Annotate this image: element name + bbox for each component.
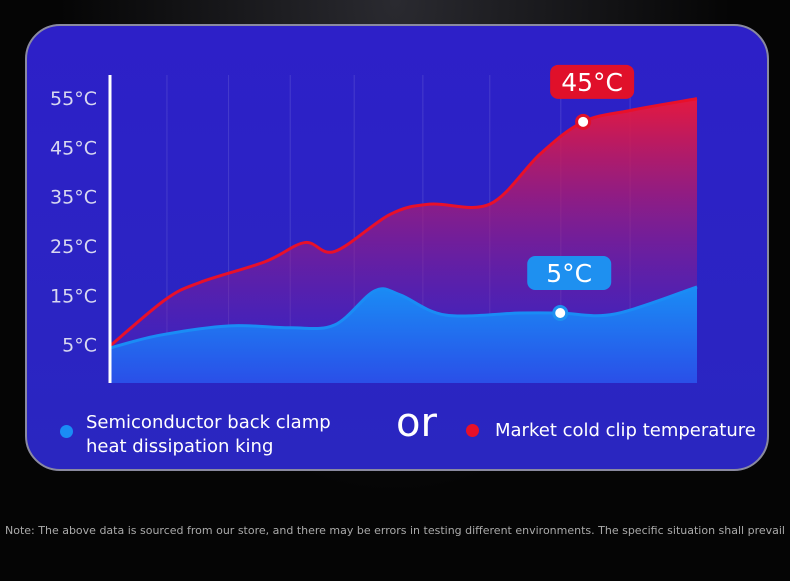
- y-tick-label: 35°C: [50, 187, 97, 209]
- annotation-label: 5°C: [546, 259, 592, 288]
- plot-area: 5°C 15°C 25°C 35°C 45°C 55°C 45°C 5°C: [50, 64, 745, 385]
- y-tick-label: 25°C: [50, 236, 97, 258]
- legend-label: Market cold clip temperature: [495, 420, 756, 441]
- annotation-point: [552, 305, 569, 322]
- line: [109, 285, 698, 350]
- separator: or: [396, 400, 437, 446]
- y-tick-label: 55°C: [50, 88, 97, 110]
- annotation-box: [527, 256, 612, 291]
- annotation-box: [550, 64, 635, 99]
- annotation-point: [575, 113, 592, 130]
- y-tick-label: 15°C: [50, 285, 97, 307]
- annotation-label: 45°C: [561, 68, 623, 97]
- y-tick-label: 45°C: [50, 137, 97, 159]
- footnote: Note: The above data is sourced from our…: [5, 524, 785, 537]
- legend-label: Semiconductor back clamp heat dissipatio…: [86, 412, 331, 457]
- legend-marker: [60, 425, 73, 438]
- legend-marker: [466, 424, 479, 437]
- area: [110, 286, 697, 383]
- y-tick-label: 5°C: [62, 335, 97, 357]
